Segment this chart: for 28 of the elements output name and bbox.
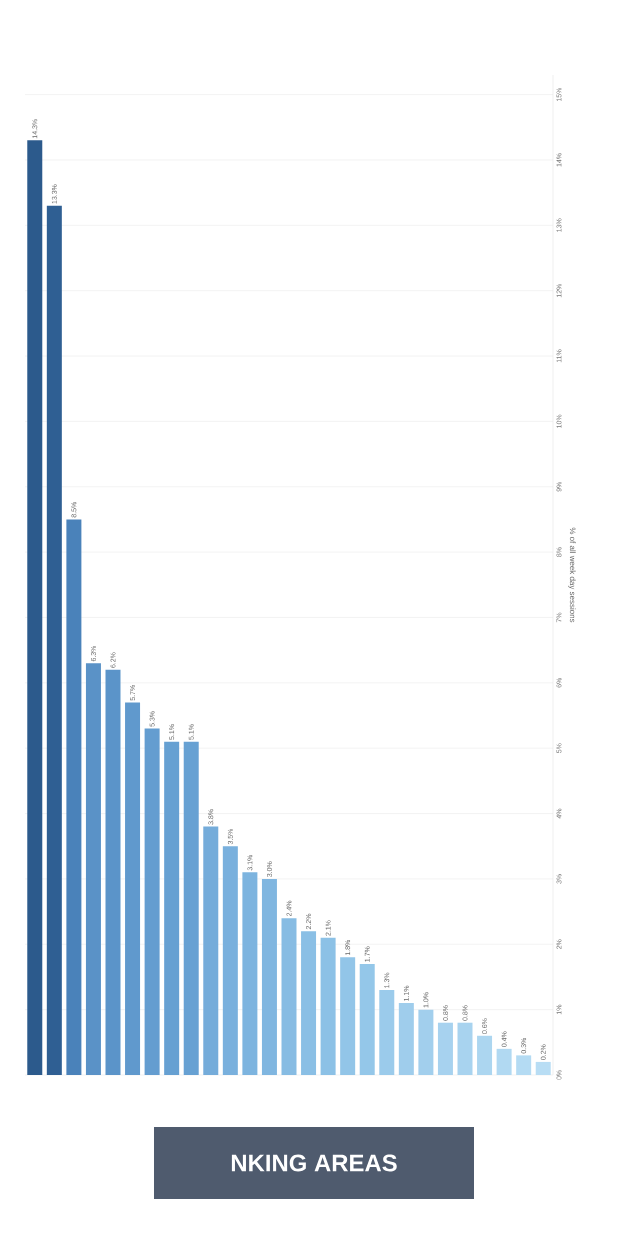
- bar: [183, 741, 199, 1075]
- bar: [477, 1035, 493, 1075]
- bar: [398, 1003, 414, 1075]
- bar: [27, 140, 43, 1075]
- bar: [516, 1055, 532, 1075]
- bar: [281, 918, 297, 1075]
- bar: [437, 1022, 453, 1075]
- bar: [496, 1048, 512, 1075]
- bar: [222, 846, 238, 1075]
- bar: [379, 990, 395, 1075]
- bar: [535, 1061, 551, 1075]
- bar: [301, 931, 317, 1075]
- bar: [261, 878, 277, 1075]
- bar: [340, 957, 356, 1075]
- bar: [85, 663, 101, 1075]
- bar: [418, 1009, 434, 1075]
- bar: [203, 826, 219, 1075]
- bar: [105, 669, 121, 1075]
- bar: [320, 937, 336, 1075]
- bar: [164, 741, 180, 1075]
- bar: [66, 519, 82, 1075]
- bar: [125, 702, 141, 1075]
- bar: [46, 205, 62, 1075]
- bar: [359, 963, 375, 1075]
- text: NKING AREAS: [231, 1154, 397, 1172]
- bar: [144, 728, 160, 1075]
- bar: [242, 872, 258, 1075]
- bar: [457, 1022, 473, 1075]
